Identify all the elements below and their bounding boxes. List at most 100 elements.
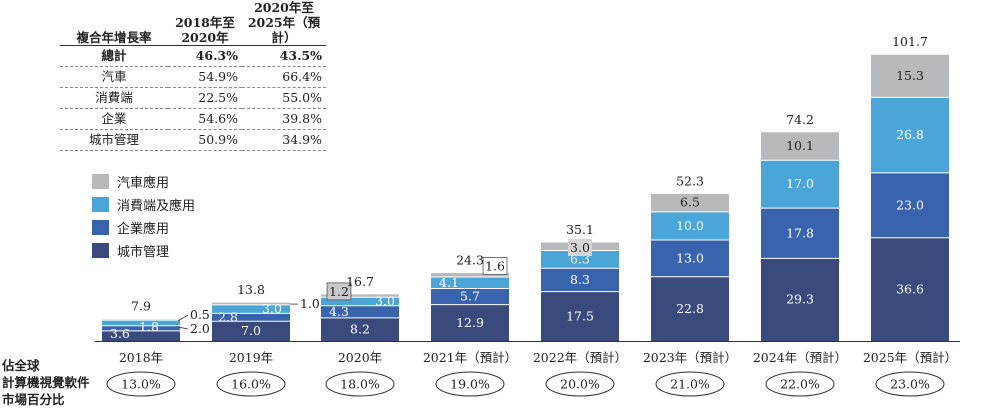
bar-segment: [651, 276, 729, 341]
segment-label: 17.5: [566, 308, 594, 323]
share-ellipse: [765, 371, 835, 397]
segment-label: 1.8: [139, 319, 159, 334]
segment-label: 1.2: [329, 284, 349, 299]
segment-label: 26.8: [896, 127, 924, 142]
label-box: [326, 282, 352, 301]
legend: 汽車應用 消費端及應用 企業應用 城市管理: [92, 170, 195, 262]
segment-label: 36.6: [896, 281, 924, 296]
bar-segment: [321, 293, 399, 298]
cagr-row-consumer: 消費端 22.5% 55.0%: [60, 87, 326, 109]
bar-segment: [541, 268, 619, 292]
cagr-row-value: 46.3%: [168, 45, 242, 67]
bar-segment: [102, 325, 180, 331]
segment-label: 12.9: [456, 315, 484, 330]
segment-label: 8.3: [570, 272, 590, 287]
cagr-row-label: 汽車: [60, 66, 168, 88]
cagr-row-enterprise: 企業 54.6% 39.8%: [60, 108, 326, 130]
bar-segment: [321, 297, 399, 306]
cagr-row-value: 34.9%: [242, 129, 326, 151]
total-label: 74.2: [786, 112, 814, 127]
bar-segment: [102, 330, 180, 341]
segment-label: 17.8: [786, 225, 814, 240]
market-share-label: 佔全球 計算機視覺軟件 市場百分比: [2, 358, 90, 407]
category-label: 2021年（預計）: [423, 350, 517, 365]
segment-label: 7.0: [241, 323, 261, 338]
bar-segment: [761, 258, 839, 341]
bar-segment: [651, 240, 729, 277]
cagr-row-value: 50.9%: [168, 129, 242, 151]
bar-segment: [102, 320, 180, 326]
segment-label: 23.0: [896, 197, 924, 212]
segment-label: 3.0: [570, 240, 590, 255]
segment-label: 1.0: [300, 296, 320, 311]
share-value: 22.0%: [780, 377, 820, 392]
segment-label: 22.8: [676, 301, 704, 316]
bar-segment: [431, 272, 509, 277]
segment-label: 2.0: [190, 321, 210, 336]
bar-segment: [431, 288, 509, 305]
legend-item-auto: 汽車應用: [92, 170, 195, 193]
total-label: 16.7: [346, 274, 374, 289]
cagr-row-value: 66.4%: [242, 66, 326, 88]
cagr-row-value: 54.6%: [168, 108, 242, 130]
share-value: 19.0%: [450, 377, 490, 392]
segment-label: 10.0: [676, 218, 704, 233]
segment-label: 3.6: [110, 326, 130, 341]
share-ellipse: [435, 371, 505, 397]
segment-label: 8.2: [350, 321, 370, 336]
bar-segment: [541, 291, 619, 341]
category-label: 2025年（預計）: [863, 350, 957, 365]
total-label: 35.1: [566, 222, 594, 237]
segment-label: 15.3: [896, 68, 924, 83]
cagr-header-row: 複合年增長率 2018年至 2020年 2020年至 2025年（預計）: [60, 0, 326, 46]
total-label: 52.3: [676, 174, 704, 189]
category-label: 2018年: [119, 350, 163, 365]
total-label: 13.8: [237, 282, 265, 297]
bar-segment: [761, 160, 839, 209]
legend-label: 汽車應用: [117, 176, 170, 191]
bar-segment: [761, 131, 839, 161]
cagr-row-value: 55.0%: [242, 87, 326, 109]
segment-label: 17.0: [786, 176, 814, 191]
share-value: 23.0%: [890, 377, 930, 392]
legend-swatch-auto: [92, 174, 109, 189]
legend-label: 企業應用: [117, 222, 170, 237]
cagr-header-label: 複合年增長率: [60, 0, 168, 46]
category-label: 2022年（預計）: [533, 350, 627, 365]
total-label: 101.7: [892, 34, 928, 49]
segment-label: 13.0: [676, 250, 704, 265]
segment-label: 3.0: [375, 294, 395, 309]
share-value: 18.0%: [340, 377, 380, 392]
cagr-row-city: 城市管理 50.9% 34.9%: [60, 129, 326, 151]
cagr-row-total: 總計 46.3% 43.5%: [60, 45, 326, 67]
cagr-row-label: 消費端: [60, 87, 168, 109]
bar-segment: [431, 276, 509, 289]
cagr-row-value: 54.9%: [168, 66, 242, 88]
share-ellipse: [875, 371, 945, 397]
cagr-row-value: 22.5%: [168, 87, 242, 109]
label-box: [482, 257, 508, 275]
bar-segment: [871, 97, 949, 173]
legend-item-city: 城市管理: [92, 239, 195, 262]
total-label: 24.3: [456, 252, 484, 267]
cagr-row-label: 城市管理: [60, 129, 168, 151]
bar-segment: [212, 304, 290, 314]
share-ellipse: [216, 371, 286, 397]
segment-label: 1.6: [485, 258, 505, 273]
bar-segment: [321, 317, 399, 341]
legend-item-enterprise: 企業應用: [92, 216, 195, 239]
legend-swatch-enterprise: [92, 220, 109, 235]
legend-label: 城市管理: [117, 245, 170, 260]
leader-line: [177, 314, 189, 322]
share-ellipse: [655, 371, 725, 397]
cagr-header-2020-2025: 2020年至 2025年（預計）: [242, 0, 326, 46]
share-ellipse: [545, 371, 615, 397]
bar-segment: [212, 313, 290, 322]
leader-line: [177, 326, 189, 330]
bar-segment: [761, 208, 839, 259]
segment-label: 3.0: [262, 301, 282, 316]
segment-label: 5.7: [460, 289, 480, 304]
segment-label: 10.1: [786, 138, 814, 153]
bar-segment: [871, 237, 949, 341]
